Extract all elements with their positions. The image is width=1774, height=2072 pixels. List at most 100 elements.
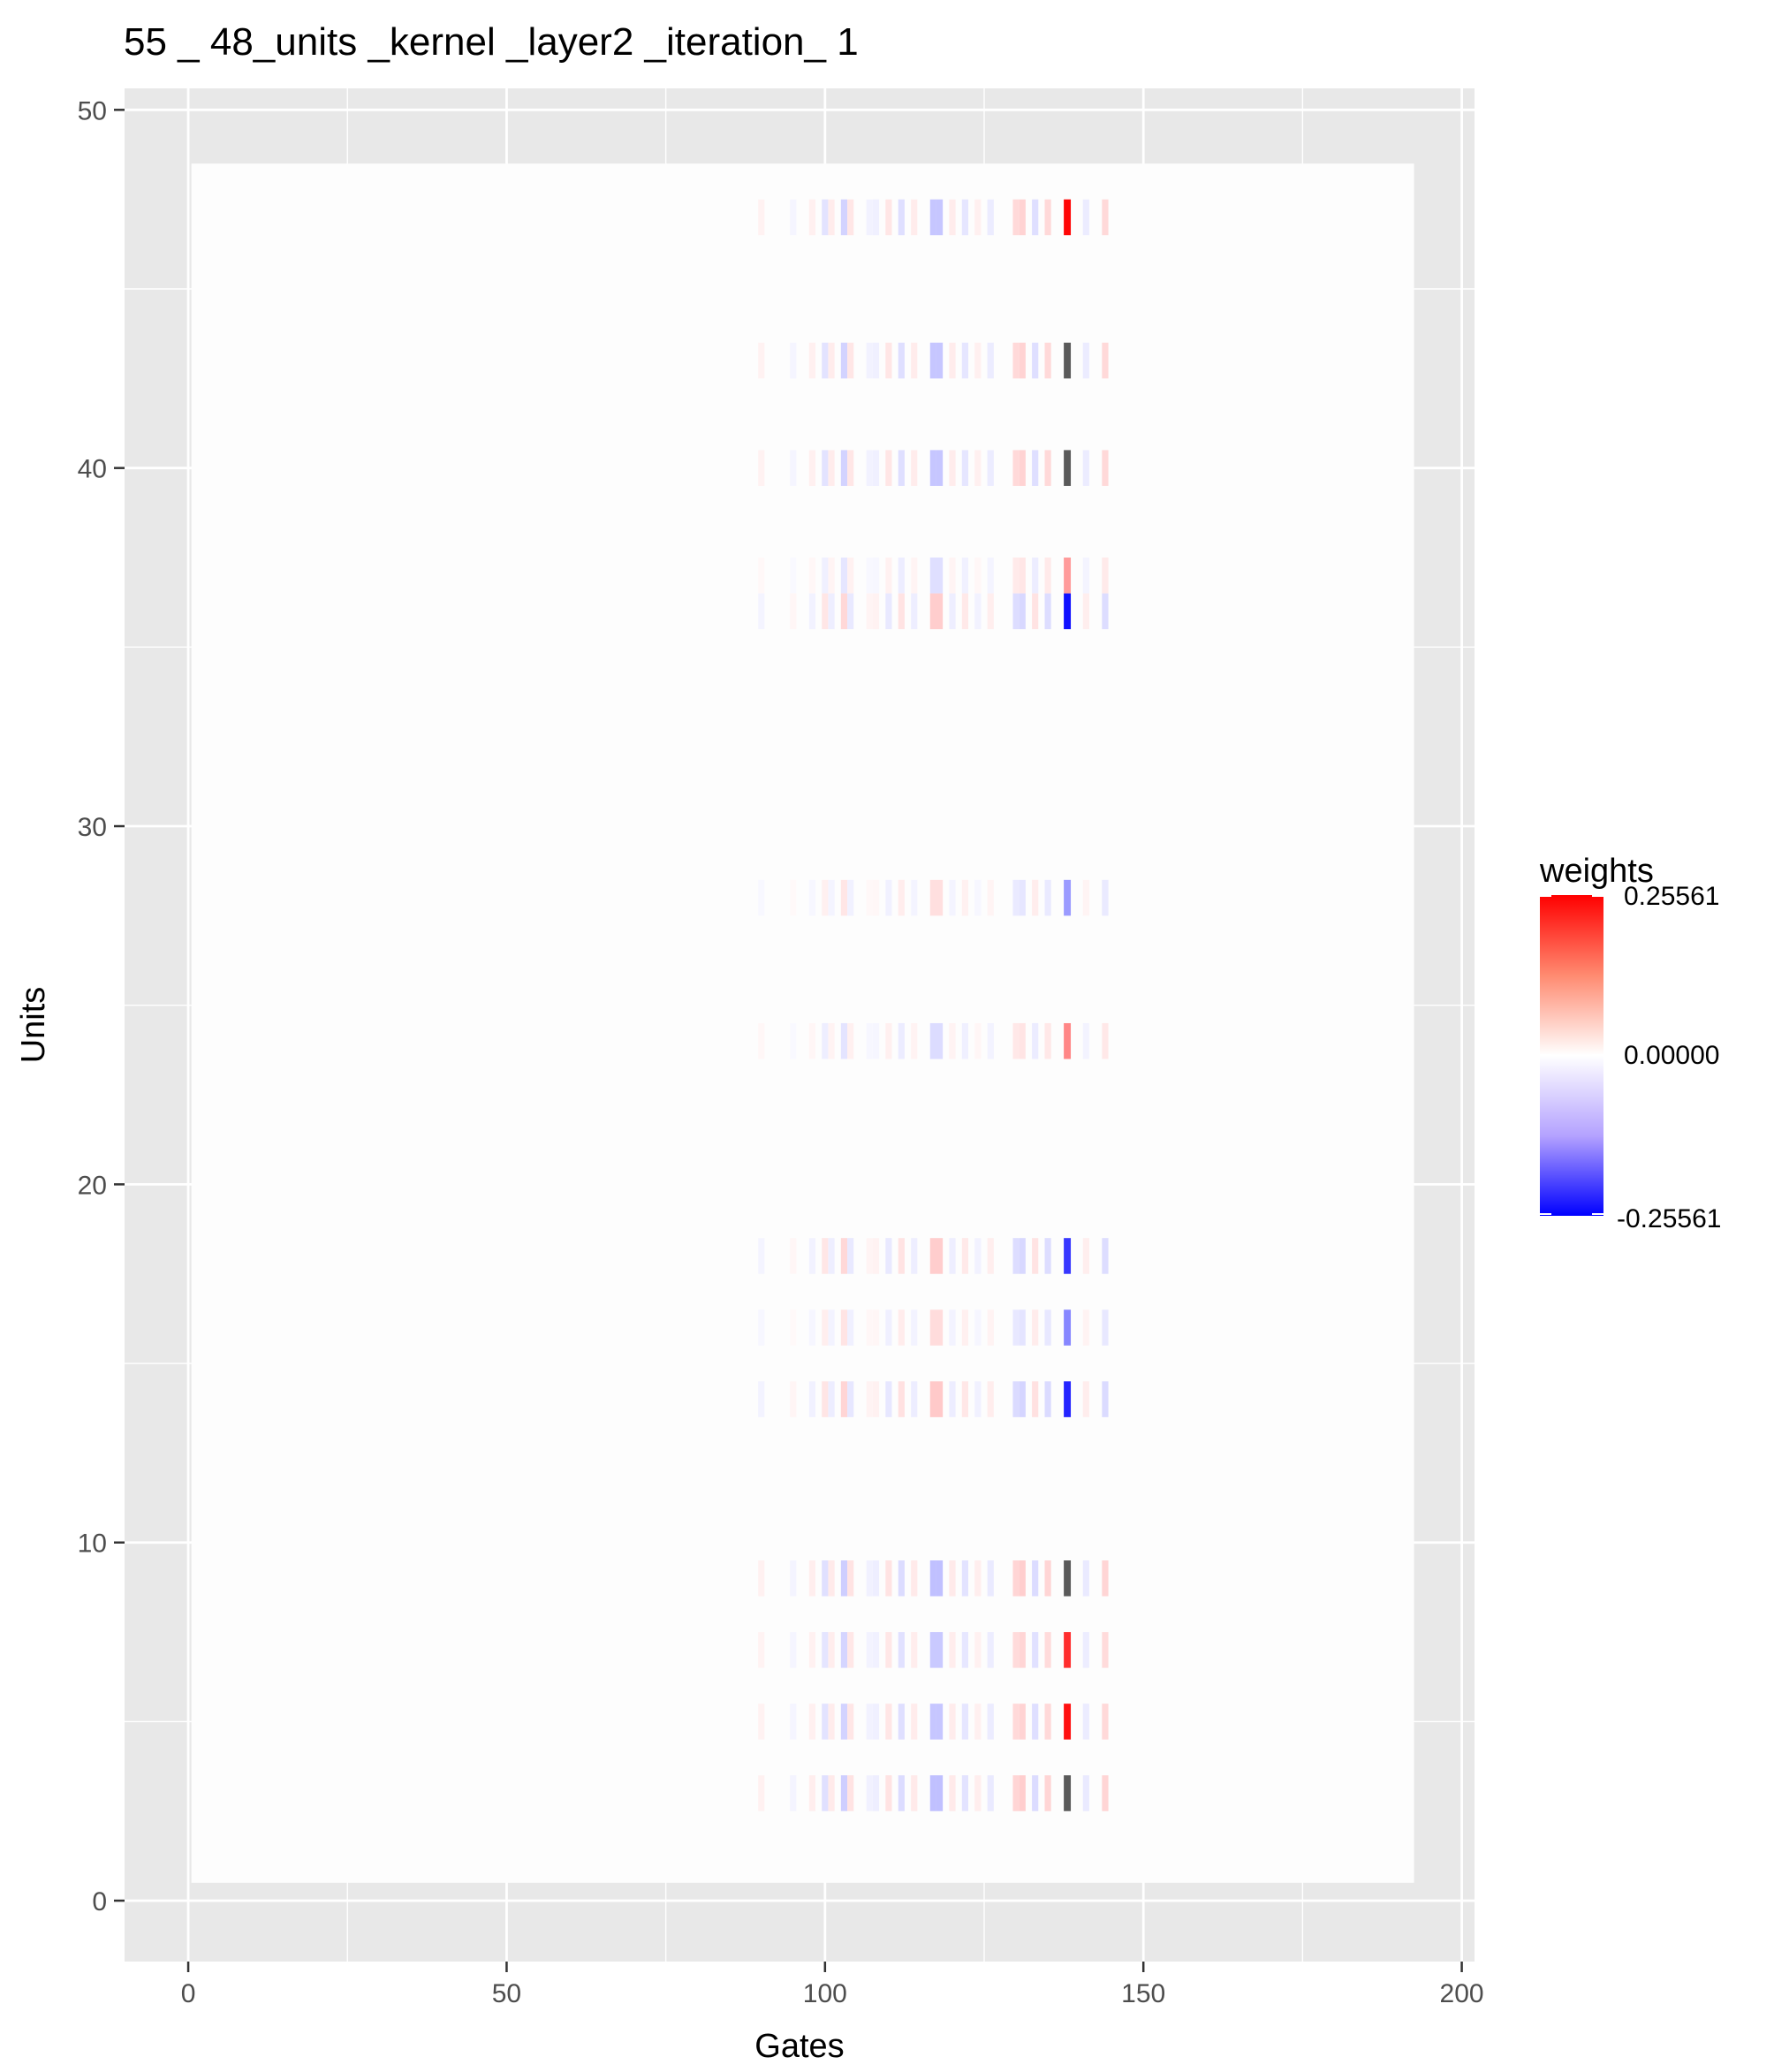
heatmap-tile (866, 342, 873, 379)
heatmap-tile (828, 593, 835, 630)
heatmap-tile (936, 450, 944, 486)
heatmap-tile (1032, 1560, 1039, 1597)
heatmap-tile (808, 1022, 816, 1059)
heatmap-tile (1102, 593, 1109, 630)
x-axis-label: Gates (754, 2028, 844, 2065)
heatmap-tile (1082, 342, 1089, 379)
heatmap-tile (822, 450, 829, 486)
heatmap-tile (1064, 879, 1072, 916)
heatmap-tile (1064, 450, 1072, 486)
heatmap-tile (929, 593, 936, 630)
y-tick-label: 40 (78, 455, 107, 484)
heatmap-base (191, 163, 1414, 1883)
heatmap-tile (1019, 1309, 1026, 1346)
heatmap-tile (1082, 1238, 1089, 1274)
heatmap-tile (790, 450, 797, 486)
heatmap-tile (758, 558, 765, 594)
heatmap-tile (1032, 1309, 1039, 1346)
heatmap-tile (808, 450, 816, 486)
heatmap-tile (1012, 879, 1020, 916)
heatmap-tile (987, 558, 994, 594)
heatmap-tile (885, 1632, 892, 1668)
heatmap-tile (790, 1632, 797, 1668)
heatmap-tile (898, 199, 905, 236)
heatmap-tile (1064, 1022, 1072, 1059)
heatmap-tile (936, 558, 944, 594)
heatmap-tile (911, 450, 918, 486)
heatmap-tile (1019, 879, 1026, 916)
heatmap-tile (1032, 1381, 1039, 1417)
heatmap-tile (758, 1632, 765, 1668)
heatmap-tile (1102, 199, 1109, 236)
heatmap-tile (949, 342, 956, 379)
heatmap-tile (936, 1381, 944, 1417)
heatmap-tile (987, 450, 994, 486)
heatmap-tile (974, 879, 982, 916)
heatmap-tile (828, 1381, 835, 1417)
heatmap-tile (974, 1381, 982, 1417)
heatmap-tile (974, 1632, 982, 1668)
heatmap-tile (1082, 879, 1089, 916)
heatmap-tile (936, 342, 944, 379)
heatmap-tile (1012, 1560, 1020, 1597)
heatmap-tile (840, 558, 848, 594)
heatmap-tile (885, 1560, 892, 1597)
heatmap-tile (1064, 199, 1072, 236)
heatmap-tile (936, 1022, 944, 1059)
heatmap-tile (949, 1022, 956, 1059)
heatmap-tile (987, 1704, 994, 1740)
heatmap-tile (949, 1381, 956, 1417)
heatmap-tile (898, 1381, 905, 1417)
heatmap-tile (808, 593, 816, 630)
y-tick-label: 30 (78, 813, 107, 842)
heatmap-tile (808, 1309, 816, 1346)
legend-label-high: 0.25561 (1624, 882, 1719, 911)
heatmap-tile (758, 1775, 765, 1811)
heatmap-tile (790, 1022, 797, 1059)
heatmap-tile (1064, 558, 1072, 594)
heatmap-tile (872, 1022, 880, 1059)
heatmap-tile (1082, 558, 1089, 594)
heatmap-tile (1102, 1238, 1109, 1274)
heatmap-tile (1019, 1022, 1026, 1059)
heatmap-tile (822, 558, 829, 594)
heatmap-tile (822, 1381, 829, 1417)
y-tick-label: 20 (78, 1171, 107, 1200)
heatmap-tile (949, 1704, 956, 1740)
heatmap-tile (872, 879, 880, 916)
heatmap-tile (872, 558, 880, 594)
heatmap-tile (840, 450, 848, 486)
heatmap-tile (808, 1381, 816, 1417)
heatmap-tile (911, 1632, 918, 1668)
heatmap-tile (1082, 450, 1089, 486)
heatmap-tile (974, 342, 982, 379)
heatmap-tile (1102, 879, 1109, 916)
heatmap-tile (866, 558, 873, 594)
heatmap-tile (1012, 593, 1020, 630)
heatmap-tile (929, 1381, 936, 1417)
heatmap-tile (1019, 593, 1026, 630)
heatmap-tile (866, 879, 873, 916)
heatmap-tile (936, 1238, 944, 1274)
heatmap-tile (1032, 199, 1039, 236)
heatmap-tile (987, 1022, 994, 1059)
heatmap-tile (949, 1775, 956, 1811)
heatmap-tile (898, 1022, 905, 1059)
heatmap-tile (961, 342, 968, 379)
heatmap-tile (1044, 1560, 1051, 1597)
heatmap-tile (936, 1775, 944, 1811)
heatmap-tile (808, 1560, 816, 1597)
heatmap-tile (987, 1309, 994, 1346)
heatmap-tile (961, 1704, 968, 1740)
heatmap-tiles (191, 163, 1414, 1883)
heatmap-tile (828, 1560, 835, 1597)
heatmap-tile (847, 1381, 854, 1417)
heatmap-tile (1102, 450, 1109, 486)
heatmap-tile (1012, 1704, 1020, 1740)
heatmap-tile (936, 199, 944, 236)
heatmap-tile (872, 1632, 880, 1668)
heatmap-tile (1102, 558, 1109, 594)
heatmap-tile (974, 1775, 982, 1811)
legend-title: weights (1539, 853, 1654, 890)
heatmap-tile (1064, 1309, 1072, 1346)
